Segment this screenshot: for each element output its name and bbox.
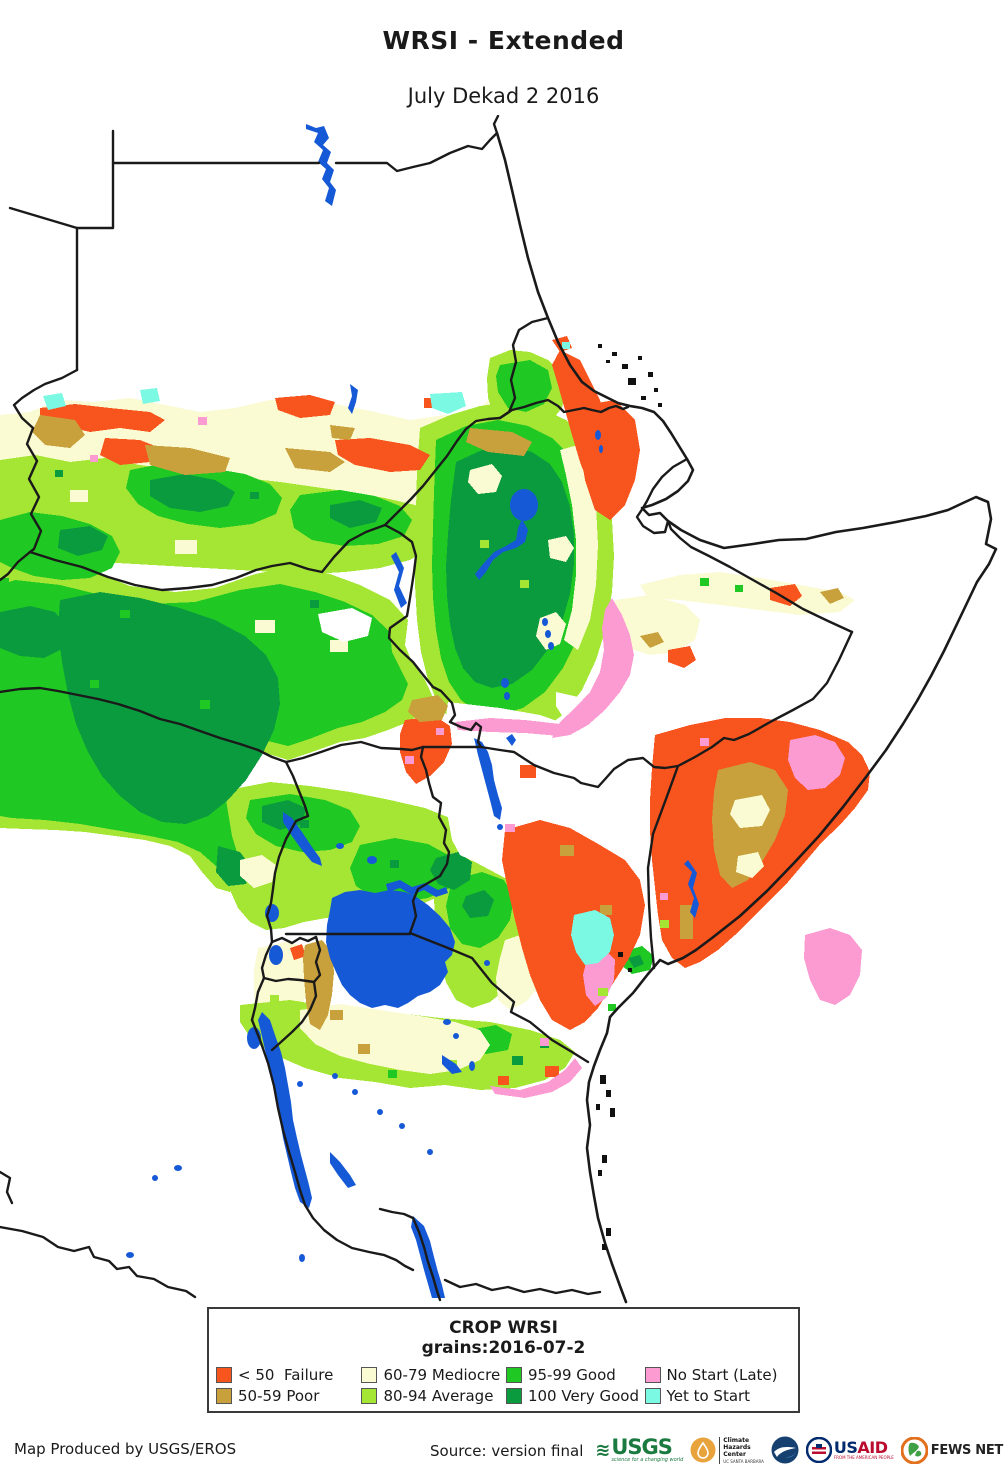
legend-item-very-good: 100 Very Good (505, 1386, 645, 1405)
good-swatch (505, 1366, 522, 1383)
legend-label: 60-79 Mediocre (383, 1365, 501, 1384)
usaid-logo: USAID FROM THE AMERICAN PEOPLE (805, 1437, 894, 1463)
usgs-wordmark: USGS (611, 1434, 673, 1459)
usgs-tagline: science for a changing world (611, 1456, 684, 1463)
legend-label: 50-59 Poor (238, 1386, 320, 1405)
legend-grid: < 50 Failure 50-59 Poor 60-79 Mediocre 8… (216, 1365, 792, 1405)
islands (596, 344, 662, 1250)
usaid-aid: AID (857, 1438, 888, 1457)
legend-title: CROP WRSI (449, 1318, 558, 1338)
fews-globe-icon (900, 1436, 928, 1464)
yet-to-start-swatch (644, 1387, 661, 1404)
noaa-emblem-icon (771, 1436, 799, 1464)
legend-box: CROP WRSI grains:2016-07-2 < 50 Failure … (207, 1307, 800, 1413)
source-note: Source: version final (430, 1442, 584, 1460)
failure-swatch (216, 1366, 232, 1383)
lake-malawi (411, 1216, 445, 1298)
usgs-wave-icon: ≋ (595, 1439, 611, 1461)
chc-line2: Hazards (723, 1443, 751, 1451)
fews-net-logo: FEWS NET (900, 1436, 1004, 1464)
coastline (495, 131, 998, 1304)
lake-tana (510, 489, 538, 521)
poor-swatch (216, 1387, 232, 1404)
chc-sub: UC SANTA BARBARA (723, 1458, 764, 1464)
lake-turkana (474, 738, 502, 820)
lake-nasser (306, 124, 336, 206)
legend-subtitle: grains:2016-07-2 (421, 1338, 586, 1358)
no-start-swatch (644, 1366, 661, 1383)
producer-credit: Map Produced by USGS/EROS (14, 1440, 237, 1458)
country-borders (0, 115, 854, 1302)
legend-item-good: 95-99 Good (505, 1365, 645, 1384)
map-canvas (0, 115, 998, 1304)
usgs-logo: ≋ USGS science for a changing world (595, 1434, 684, 1463)
legend-item-failure: < 50 Failure (216, 1365, 361, 1384)
crop-raster (0, 336, 870, 1098)
legend-label: Yet to Start (666, 1386, 751, 1405)
very-good-swatch (505, 1387, 522, 1404)
average-swatch (361, 1387, 378, 1404)
chc-drop-icon (690, 1437, 716, 1463)
climate-hazards-center-logo: Climate Hazards Center UC SANTA BARBARA (690, 1436, 764, 1464)
legend-label: < 50 Failure (238, 1365, 334, 1384)
legend-item-average: 80-94 Average (361, 1386, 505, 1405)
usaid-seal-icon (805, 1437, 832, 1463)
chc-line1: Climate (723, 1436, 750, 1444)
page-title: WRSI - Extended (382, 26, 625, 55)
fews-net-wordmark: FEWS NET (930, 1442, 1004, 1458)
partner-logos: ≋ USGS science for a changing world Clim… (595, 1432, 1003, 1468)
lake-rukwa (330, 1152, 356, 1188)
nile-river (348, 384, 358, 414)
legend-label: No Start (Late) (666, 1365, 778, 1384)
legend-label: 80-94 Average (383, 1386, 494, 1405)
blue-nile (475, 519, 528, 580)
lake-tanganyika (258, 1012, 312, 1208)
usaid-tagline: FROM THE AMERICAN PEOPLE (833, 1455, 894, 1460)
legend-item-yet-to-start: Yet to Start (644, 1386, 792, 1405)
mediocre-swatch (361, 1366, 378, 1383)
juba-river (684, 860, 699, 918)
legend-item-no-start: No Start (Late) (644, 1365, 792, 1384)
legend-item-mediocre: 60-79 Mediocre (361, 1365, 505, 1384)
legend-label: 100 Very Good (527, 1386, 639, 1405)
page-subtitle: July Dekad 2 2016 (407, 84, 600, 108)
legend-item-poor: 50-59 Poor (216, 1386, 361, 1405)
lake-victoria (326, 890, 455, 1008)
usaid-us: US (833, 1438, 858, 1457)
noaa-logo (771, 1436, 799, 1464)
legend-label: 95-99 Good (527, 1365, 616, 1384)
chc-line3: Center (723, 1450, 746, 1458)
